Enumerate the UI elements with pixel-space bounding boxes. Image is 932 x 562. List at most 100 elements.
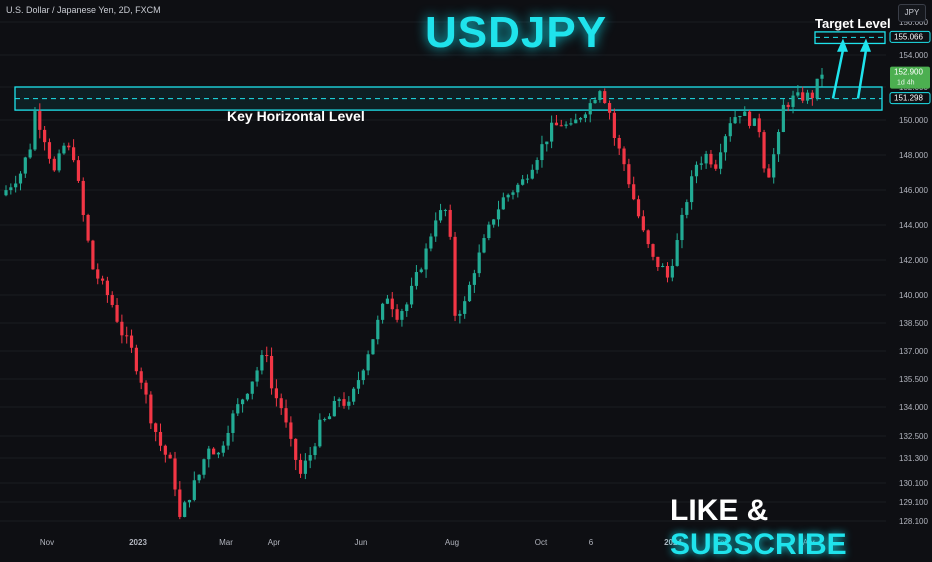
y-tick-label: 138.500 [899, 319, 928, 328]
candle-body [699, 163, 703, 165]
candle-body [255, 370, 259, 382]
candle-body [231, 413, 235, 433]
x-tick-label: 2024 [664, 538, 682, 547]
candle-body [521, 179, 525, 185]
target-level-label: Target Level [815, 16, 891, 31]
candle-body [593, 99, 597, 104]
target-arrows [831, 38, 871, 99]
candle-body [728, 123, 732, 137]
candle-body [163, 445, 167, 455]
candle-body [675, 240, 679, 266]
candle-body [747, 111, 752, 126]
like-text: LIKE & [670, 494, 769, 527]
candle-body [704, 153, 708, 164]
candle-body [294, 438, 298, 460]
x-tick-label: Apr [268, 538, 281, 547]
candle-body [448, 209, 452, 237]
candle-body [554, 122, 559, 126]
candle-body [197, 474, 201, 481]
candle-body [207, 448, 211, 460]
candle-body [57, 153, 61, 171]
y-tick-label: 132.500 [899, 432, 928, 441]
x-tick-label: Nov [40, 538, 54, 547]
candle-body [492, 219, 496, 225]
candle-body [409, 285, 414, 305]
candle-body [381, 303, 385, 320]
candle-body [14, 183, 18, 188]
candle-body [453, 236, 457, 316]
x-tick-label: Apr [803, 538, 816, 547]
candle-body [71, 147, 76, 161]
candle-body [183, 502, 187, 517]
candle-body [506, 194, 510, 198]
candle-body [33, 111, 37, 150]
candle-body [550, 122, 554, 142]
candle-body [656, 256, 660, 268]
candle-body [511, 192, 515, 195]
arrow-head [837, 38, 848, 52]
candle-body [776, 131, 781, 155]
candle-body [86, 214, 90, 241]
candle-body [578, 117, 583, 120]
candle-body [690, 176, 694, 203]
candle-body [641, 216, 645, 231]
candle-body [52, 158, 56, 171]
y-tick-label: 140.000 [899, 291, 928, 300]
candle-body [139, 371, 143, 383]
candle-body [752, 118, 757, 126]
candle-body [226, 432, 230, 446]
candle-body [187, 499, 192, 503]
candle-body [709, 153, 713, 165]
candle-body [356, 380, 361, 389]
grid [0, 21, 886, 522]
candle-body [646, 230, 650, 245]
candle-body [810, 92, 814, 99]
candle-body [105, 280, 109, 296]
chart-title: USDJPY [425, 8, 608, 57]
candle-body [250, 381, 254, 394]
candle-body [757, 118, 761, 133]
candle-body [274, 388, 278, 399]
candle-body [323, 419, 327, 421]
candle-body [622, 148, 626, 165]
candle-body [395, 309, 399, 320]
candle-body [192, 480, 196, 500]
arrow-shaft [831, 49, 845, 99]
candle-body [419, 269, 423, 273]
candle-body [467, 284, 472, 302]
candle-body [134, 347, 138, 372]
price-label-box [890, 66, 930, 89]
like-subscribe-banner: LIKE & SUBSCRIBE [670, 494, 932, 562]
candle-body [535, 160, 539, 170]
candle-body [221, 445, 225, 453]
price-label-box [889, 92, 931, 105]
y-tick-label: 135.500 [899, 375, 928, 384]
candle-body [240, 399, 245, 405]
candle-body [265, 355, 269, 357]
y-tick-label: 142.000 [899, 256, 928, 265]
candle-body [598, 91, 602, 100]
candle-body [767, 168, 771, 178]
candle-body [791, 95, 795, 107]
candle-body [458, 313, 462, 316]
candle-body [28, 149, 32, 158]
key-level-label: Key Horizontal Level [227, 108, 365, 124]
arrow-head [860, 38, 871, 52]
candle-body [574, 119, 578, 124]
candle-body [352, 388, 356, 402]
candle-body [743, 111, 747, 116]
candle-body [279, 398, 283, 409]
y-tick-label: 134.000 [899, 403, 928, 412]
candle-body [43, 129, 47, 143]
candle-body [4, 190, 8, 196]
candle-body [120, 321, 124, 336]
levels [14, 31, 886, 111]
candle-body [738, 115, 742, 118]
candle-body [661, 265, 665, 268]
candle-body [443, 209, 447, 211]
currency-button[interactable]: JPY [898, 4, 926, 22]
candle-body [371, 339, 375, 355]
candle-body [337, 399, 341, 401]
y-tick-label: 156.000 [899, 18, 928, 27]
candle-body [76, 160, 81, 181]
